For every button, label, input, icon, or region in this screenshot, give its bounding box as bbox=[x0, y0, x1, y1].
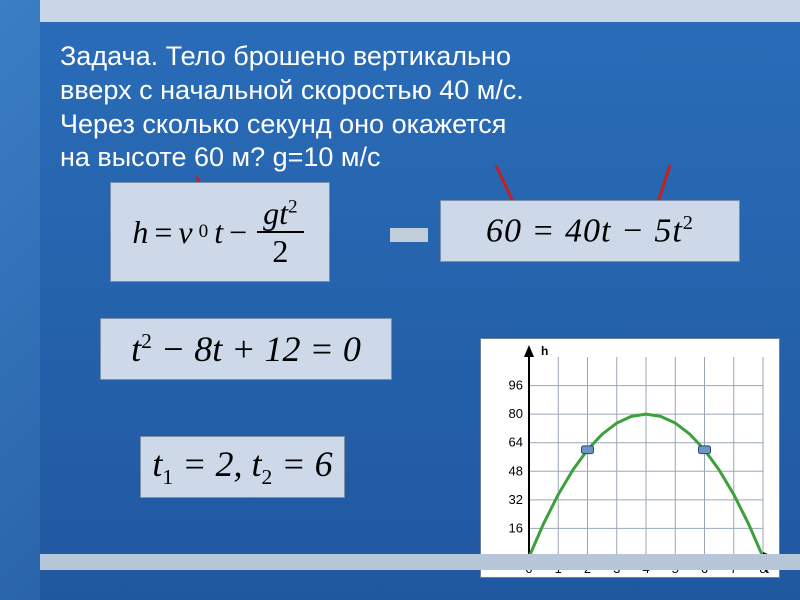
f4-eq2: = 6 bbox=[272, 444, 332, 484]
problem-line-1: Задача. Тело брошено вертикально bbox=[60, 40, 780, 74]
formula-roots: t1 = 2, t2 = 6 bbox=[140, 436, 345, 498]
problem-line-2: вверх с начальной скоростью 40 м/с. bbox=[60, 74, 780, 108]
formula-height: h = v0t − gt2 2 bbox=[110, 182, 330, 282]
svg-text:64: 64 bbox=[509, 435, 523, 450]
svg-text:96: 96 bbox=[509, 378, 523, 393]
formula-quadratic: t2 − 8t + 12 = 0 bbox=[100, 318, 392, 380]
f4-t1: t bbox=[152, 444, 162, 484]
f1-h: h bbox=[132, 214, 148, 250]
f1-sub0: 0 bbox=[199, 221, 209, 243]
f2-sup: 2 bbox=[683, 212, 694, 234]
svg-text:16: 16 bbox=[509, 520, 523, 535]
problem-line-3: Через сколько секунд оно окажется bbox=[60, 108, 780, 142]
f1-t: t bbox=[214, 214, 223, 250]
f1-minus: − bbox=[229, 214, 247, 251]
f4-t2: t bbox=[252, 444, 262, 484]
formula-numeric: 60 = 40t − 5t2 bbox=[440, 200, 740, 262]
f1-g: g bbox=[263, 195, 279, 231]
problem-line-4: на высоте 60 м? g=10 м/с bbox=[60, 141, 780, 175]
svg-text:48: 48 bbox=[509, 463, 523, 478]
f3-rest: − 8t + 12 = 0 bbox=[152, 329, 361, 369]
f3-t: t bbox=[131, 329, 141, 369]
f1-den: 2 bbox=[272, 233, 288, 267]
gray-connector bbox=[390, 228, 428, 242]
f1-v: v bbox=[178, 214, 192, 250]
svg-text:80: 80 bbox=[509, 406, 523, 421]
f4-s1: 1 bbox=[162, 466, 173, 490]
content-area: Задача. Тело брошено вертикально вверх с… bbox=[40, 22, 800, 600]
slide: Задача. Тело брошено вертикально вверх с… bbox=[0, 0, 800, 600]
height-time-chart: 163248648096012345678ht bbox=[480, 338, 780, 578]
f2-body: 60 = 40t − 5t bbox=[486, 212, 683, 249]
problem-text: Задача. Тело брошено вертикально вверх с… bbox=[40, 22, 800, 175]
f1-sup2: 2 bbox=[288, 196, 298, 217]
top-margin-strip bbox=[40, 0, 800, 22]
svg-text:32: 32 bbox=[509, 492, 523, 507]
f3-sup: 2 bbox=[141, 329, 152, 353]
f4-s2: 2 bbox=[262, 466, 273, 490]
svg-text:h: h bbox=[541, 344, 548, 358]
bottom-strip bbox=[40, 554, 800, 570]
chart-svg: 163248648096012345678ht bbox=[481, 339, 781, 579]
f4-eq1: = 2, bbox=[173, 444, 242, 484]
f1-t2: t bbox=[279, 195, 288, 231]
